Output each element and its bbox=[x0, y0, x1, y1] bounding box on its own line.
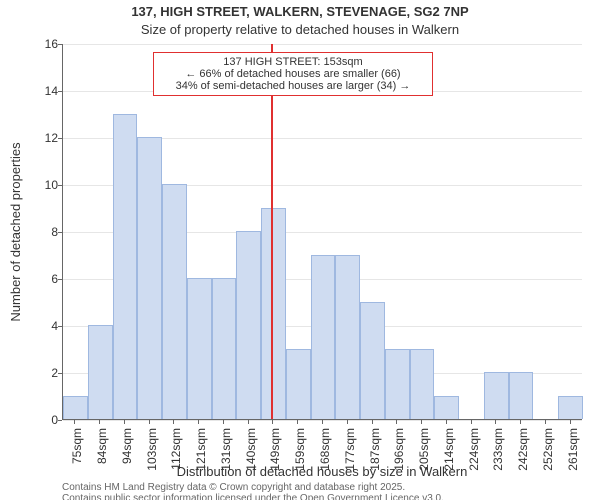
bar bbox=[63, 396, 88, 420]
plot-area: 137 HIGH STREET: 153sqm← 66% of detached… bbox=[62, 44, 582, 420]
xtick-mark bbox=[421, 420, 422, 424]
xtick-mark bbox=[173, 420, 174, 424]
xtick-mark bbox=[99, 420, 100, 424]
ytick-mark bbox=[58, 279, 62, 280]
ytick-mark bbox=[58, 138, 62, 139]
xtick-mark bbox=[297, 420, 298, 424]
xtick-mark bbox=[322, 420, 323, 424]
ytick-label: 0 bbox=[28, 413, 58, 427]
ytick-mark bbox=[58, 373, 62, 374]
bar bbox=[385, 349, 410, 420]
xtick-mark bbox=[495, 420, 496, 424]
bar bbox=[88, 325, 113, 419]
ytick-mark bbox=[58, 232, 62, 233]
bar bbox=[558, 396, 583, 420]
xtick-mark bbox=[272, 420, 273, 424]
bar bbox=[360, 302, 385, 420]
bar bbox=[187, 278, 212, 419]
xtick-mark bbox=[520, 420, 521, 424]
ytick-mark bbox=[58, 420, 62, 421]
bar bbox=[286, 349, 311, 420]
x-axis-label: Distribution of detached houses by size … bbox=[62, 464, 582, 479]
xtick-mark bbox=[396, 420, 397, 424]
ytick-label: 12 bbox=[28, 131, 58, 145]
bar bbox=[137, 137, 162, 419]
y-axis-label: Number of detached properties bbox=[8, 142, 23, 321]
annotation-box: 137 HIGH STREET: 153sqm← 66% of detached… bbox=[153, 52, 433, 96]
xtick-mark bbox=[545, 420, 546, 424]
annotation-line: 137 HIGH STREET: 153sqm bbox=[160, 56, 426, 68]
bar bbox=[162, 184, 187, 419]
bar bbox=[236, 231, 261, 419]
xtick-mark bbox=[74, 420, 75, 424]
ytick-label: 8 bbox=[28, 225, 58, 239]
annotation-line: ← 66% of detached houses are smaller (66… bbox=[160, 68, 426, 80]
xtick-mark bbox=[347, 420, 348, 424]
ytick-label: 10 bbox=[28, 178, 58, 192]
footer-line-1: Contains HM Land Registry data © Crown c… bbox=[62, 482, 405, 493]
bar bbox=[484, 372, 509, 419]
bar bbox=[410, 349, 435, 420]
xtick-mark bbox=[372, 420, 373, 424]
ytick-label: 14 bbox=[28, 84, 58, 98]
ytick-label: 2 bbox=[28, 366, 58, 380]
chart-title-main: 137, HIGH STREET, WALKERN, STEVENAGE, SG… bbox=[0, 4, 600, 19]
bar bbox=[335, 255, 360, 420]
xtick-mark bbox=[248, 420, 249, 424]
bar bbox=[261, 208, 286, 420]
bar bbox=[509, 372, 534, 419]
xtick-mark bbox=[446, 420, 447, 424]
ytick-label: 6 bbox=[28, 272, 58, 286]
gridline bbox=[63, 44, 582, 45]
bar bbox=[311, 255, 336, 420]
footer-line-2: Contains public sector information licen… bbox=[62, 493, 444, 500]
xtick-mark bbox=[149, 420, 150, 424]
ytick-mark bbox=[58, 44, 62, 45]
ytick-mark bbox=[58, 185, 62, 186]
chart-container: 137, HIGH STREET, WALKERN, STEVENAGE, SG… bbox=[0, 0, 600, 500]
chart-title-sub: Size of property relative to detached ho… bbox=[0, 22, 600, 37]
ytick-mark bbox=[58, 91, 62, 92]
xtick-mark bbox=[124, 420, 125, 424]
bar bbox=[113, 114, 138, 420]
annotation-line: 34% of semi-detached houses are larger (… bbox=[160, 80, 426, 92]
reference-line bbox=[271, 44, 273, 419]
bar bbox=[434, 396, 459, 420]
bar bbox=[212, 278, 237, 419]
ytick-label: 16 bbox=[28, 37, 58, 51]
ytick-label: 4 bbox=[28, 319, 58, 333]
xtick-mark bbox=[223, 420, 224, 424]
ytick-mark bbox=[58, 326, 62, 327]
xtick-mark bbox=[570, 420, 571, 424]
xtick-mark bbox=[471, 420, 472, 424]
xtick-mark bbox=[198, 420, 199, 424]
